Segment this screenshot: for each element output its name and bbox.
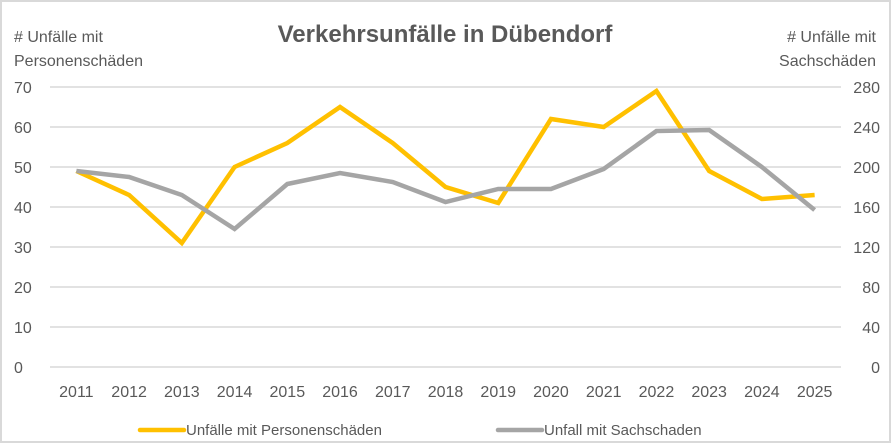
x-tick: 2021: [586, 384, 622, 401]
y-tick-right: 200: [853, 160, 880, 177]
series-line-2: [76, 127, 817, 232]
y-tick-right: 280: [853, 80, 880, 97]
y-tick-right: 160: [853, 200, 880, 217]
x-tick: 2015: [270, 384, 306, 401]
chart-title: Verkehrsunfälle in Dübendorf: [278, 21, 614, 48]
y-tick-left: 20: [14, 280, 32, 297]
y-tick-left: 40: [14, 200, 32, 217]
left-axis-title-line1: # Unfälle mit: [14, 29, 103, 46]
x-tick: 2016: [322, 384, 358, 401]
x-tick: 2025: [797, 384, 833, 401]
x-tick: 2014: [217, 384, 253, 401]
y-tick-right: 0: [871, 360, 880, 377]
y-tick-left: 0: [14, 360, 23, 377]
left-axis-title-line2: Personenschäden: [14, 53, 143, 70]
x-tick: 2018: [428, 384, 464, 401]
x-tick: 2019: [480, 384, 516, 401]
y-tick-left: 60: [14, 120, 32, 137]
right-axis-title-line2: Sachschäden: [779, 53, 876, 70]
x-tick: 2017: [375, 384, 411, 401]
x-tick: 2013: [164, 384, 200, 401]
x-tick: 2011: [59, 384, 94, 401]
y-tick-left: 70: [14, 80, 32, 97]
y-tick-right: 240: [853, 120, 880, 137]
x-tick: 2024: [744, 384, 780, 401]
y-tick-right: 80: [862, 280, 880, 297]
legend-label: Unfall mit Sachschaden: [544, 422, 702, 439]
x-tick: 2022: [639, 384, 675, 401]
y-tick-right: 40: [862, 320, 880, 337]
legend-label: Unfälle mit Personenschäden: [186, 422, 382, 439]
right-axis-title-line1: # Unfälle mit: [787, 29, 876, 46]
x-tick: 2023: [691, 384, 727, 401]
y-tick-right: 120: [853, 240, 880, 257]
x-tick: 2020: [533, 384, 569, 401]
x-tick: 2012: [111, 384, 147, 401]
y-tick-left: 50: [14, 160, 32, 177]
y-tick-left: 30: [14, 240, 32, 257]
y-tick-left: 10: [14, 320, 32, 337]
